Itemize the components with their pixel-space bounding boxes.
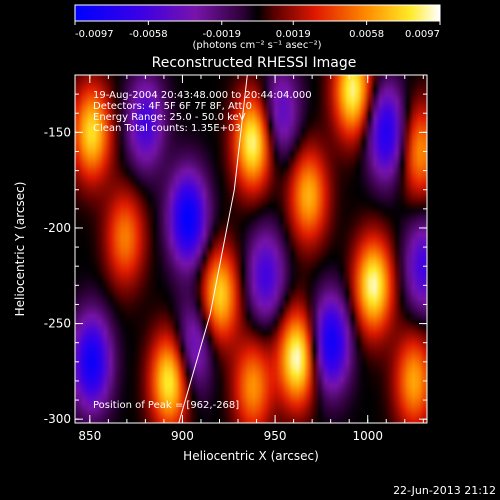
heatmap-image bbox=[75, 75, 427, 423]
colorbar-ticks: -0.0097 -0.0058 -0.0019 0.0019 0.0058 0.0097 bbox=[74, 21, 441, 40]
chart-title: Reconstructed RHESSI Image bbox=[152, 55, 357, 71]
annotation-time: 19-Aug-2004 20:43:48.000 to 20:44:04.000 bbox=[93, 90, 312, 101]
colorbar-units: (photons cm⁻² s⁻¹ asec⁻²) bbox=[192, 40, 321, 51]
x-axis-label: Heliocentric X (arcsec) bbox=[183, 449, 319, 463]
x-tick-label: 1000 bbox=[352, 429, 383, 443]
colorbar-tick-label: -0.0097 bbox=[75, 29, 114, 40]
x-tick-label: 950 bbox=[264, 429, 287, 443]
colorbar-tick-label: -0.0019 bbox=[202, 29, 241, 40]
y-tick-label: -300 bbox=[44, 412, 71, 426]
annotation-energy: Energy Range: 25.0 - 50.0 keV bbox=[93, 112, 246, 123]
colorbar-frame bbox=[74, 4, 441, 22]
y-tick-label: -250 bbox=[44, 317, 71, 331]
colorbar-tick-label: 0.0058 bbox=[349, 29, 384, 40]
x-tick-label: 900 bbox=[171, 429, 194, 443]
y-axis-label: Heliocentric Y (arcsec) bbox=[13, 182, 27, 317]
y-tick-label: -150 bbox=[44, 125, 71, 139]
colorbar-tick-label: 0.0097 bbox=[405, 29, 440, 40]
annotation-peak: Position of Peak = [962,-268] bbox=[93, 400, 239, 411]
solar-limb-line bbox=[178, 74, 248, 424]
colorbar-tick-label: 0.0019 bbox=[276, 29, 311, 40]
axis-ticks: 850 900 950 1000 -300 -250 -200 -150 bbox=[44, 74, 427, 443]
footer-date: 22-Jun-2013 21:12 bbox=[393, 484, 496, 497]
colorbar-tick-label: -0.0058 bbox=[129, 29, 168, 40]
plot-frame bbox=[74, 74, 428, 424]
limb-curve bbox=[178, 74, 248, 424]
colorbar-gradient bbox=[75, 5, 440, 21]
annotation-method: Clean Total counts: 1.35E+03 bbox=[93, 123, 241, 134]
y-tick-label: -200 bbox=[44, 221, 71, 235]
annotation-detectors: Detectors: 4F 5F 6F 7F 8F, Att 0 bbox=[93, 101, 252, 112]
x-tick-label: 850 bbox=[78, 429, 101, 443]
